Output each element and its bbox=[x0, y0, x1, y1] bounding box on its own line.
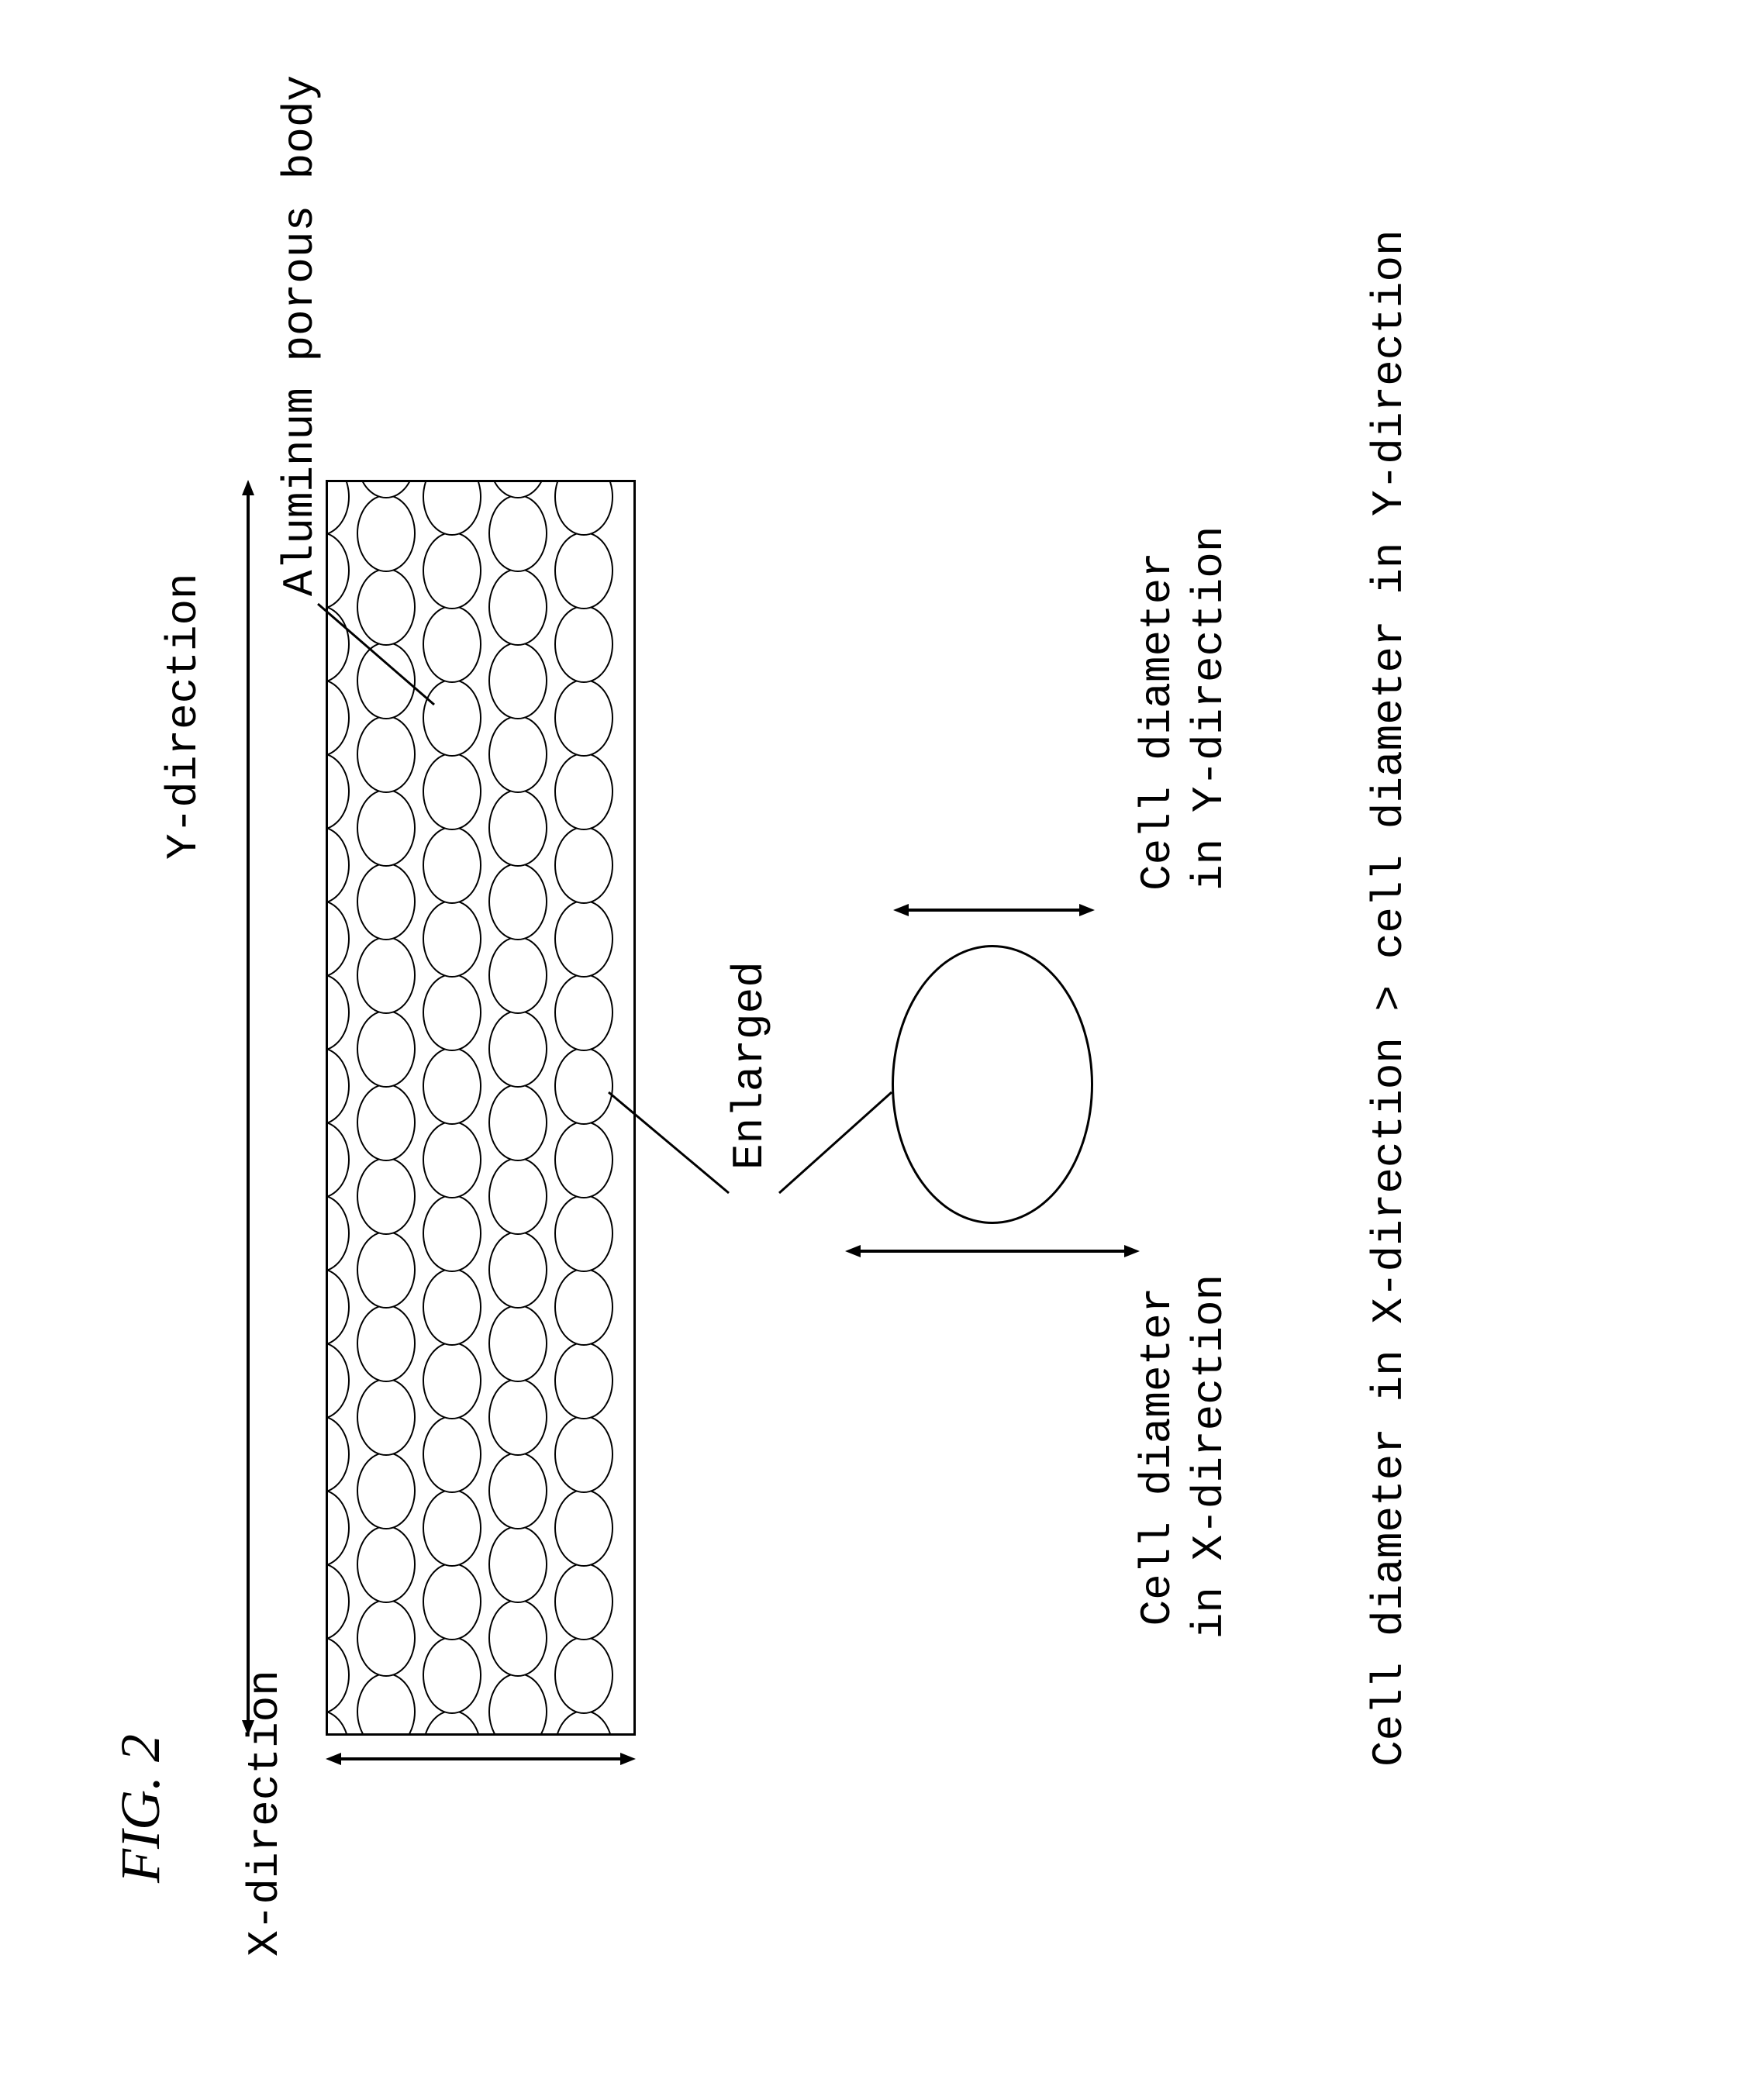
cell bbox=[488, 790, 547, 867]
cell bbox=[488, 1232, 547, 1309]
cell bbox=[326, 1489, 350, 1567]
cell bbox=[326, 1047, 350, 1125]
cell bbox=[357, 1674, 416, 1736]
cell bbox=[357, 1526, 416, 1604]
cell bbox=[326, 1121, 350, 1198]
cell bbox=[554, 1563, 613, 1640]
cell bbox=[326, 900, 350, 978]
cell bbox=[357, 1158, 416, 1236]
cell bbox=[554, 532, 613, 609]
cell bbox=[423, 1563, 481, 1640]
cell bbox=[326, 1563, 350, 1640]
cell-x-line1: Cell diameter bbox=[1133, 1288, 1182, 1626]
cell bbox=[357, 1011, 416, 1088]
cell bbox=[357, 480, 416, 499]
cell bbox=[488, 1084, 547, 1162]
cell bbox=[423, 1489, 481, 1567]
cell bbox=[488, 1379, 547, 1457]
cell bbox=[357, 1305, 416, 1383]
cell bbox=[423, 1636, 481, 1714]
cell bbox=[357, 1379, 416, 1457]
cell bbox=[554, 1416, 613, 1493]
cell-y-arrow bbox=[893, 887, 1140, 918]
cell bbox=[326, 826, 350, 904]
cell bbox=[554, 1047, 613, 1125]
cell bbox=[554, 605, 613, 683]
cell bbox=[326, 1268, 350, 1346]
cell bbox=[423, 1195, 481, 1272]
rotated-diagram: FIG. 2 X-direction Y-direction Aluminum … bbox=[0, 0, 1753, 2100]
cell bbox=[488, 937, 547, 1015]
cell bbox=[357, 1600, 416, 1678]
cell bbox=[554, 679, 613, 757]
cell bbox=[423, 1047, 481, 1125]
cell bbox=[357, 1232, 416, 1309]
cell bbox=[554, 900, 613, 978]
cell bbox=[488, 1305, 547, 1383]
cell bbox=[326, 1342, 350, 1419]
enlarged-callout bbox=[609, 1030, 903, 1224]
cell-y-line1: Cell diameter bbox=[1133, 552, 1182, 891]
cell bbox=[326, 1195, 350, 1272]
cell bbox=[488, 480, 547, 499]
cell bbox=[423, 1268, 481, 1346]
cell bbox=[357, 1453, 416, 1530]
cell bbox=[554, 1342, 613, 1419]
cell bbox=[488, 643, 547, 720]
cell bbox=[488, 1674, 547, 1736]
cell bbox=[488, 569, 547, 647]
cell bbox=[326, 753, 350, 830]
cell bbox=[488, 495, 547, 573]
cell bbox=[326, 974, 350, 1051]
y-direction-label: Y-direction bbox=[159, 573, 209, 860]
x-direction-arrow bbox=[326, 1736, 636, 1767]
cell-y-line2: in Y-direction bbox=[1185, 526, 1234, 891]
porous-callout-line bbox=[318, 503, 442, 705]
cell bbox=[357, 864, 416, 941]
cell bbox=[488, 1600, 547, 1678]
cell bbox=[554, 974, 613, 1051]
cell bbox=[357, 716, 416, 794]
cell bbox=[554, 480, 613, 536]
cell bbox=[357, 937, 416, 1015]
cell bbox=[554, 1636, 613, 1714]
relation-label: Cell diameter in X-direction > cell diam… bbox=[1365, 139, 1414, 1767]
cell bbox=[488, 716, 547, 794]
cell bbox=[554, 826, 613, 904]
cell-x-label: Cell diameter in X-direction bbox=[1132, 1263, 1236, 1650]
figure-container: FIG. 2 X-direction Y-direction Aluminum … bbox=[0, 0, 1753, 2100]
cell bbox=[423, 974, 481, 1051]
cell bbox=[554, 1195, 613, 1272]
cell bbox=[357, 1084, 416, 1162]
cell bbox=[326, 1416, 350, 1493]
figure-label: FIG. 2 bbox=[109, 1734, 173, 1883]
cell bbox=[488, 1011, 547, 1088]
cell-y-label: Cell diameter in Y-direction bbox=[1132, 503, 1236, 891]
cell bbox=[423, 900, 481, 978]
cell bbox=[488, 1526, 547, 1604]
cell bbox=[423, 826, 481, 904]
cell bbox=[423, 753, 481, 830]
cell bbox=[423, 1416, 481, 1493]
cell bbox=[326, 1710, 350, 1736]
cell bbox=[423, 1121, 481, 1198]
cell bbox=[326, 1636, 350, 1714]
cell bbox=[488, 864, 547, 941]
cell bbox=[357, 790, 416, 867]
cell bbox=[554, 1121, 613, 1198]
cell bbox=[554, 1489, 613, 1567]
cell bbox=[423, 1342, 481, 1419]
cell bbox=[554, 753, 613, 830]
enlarged-cell bbox=[892, 945, 1093, 1224]
cell bbox=[554, 1268, 613, 1346]
cell bbox=[488, 1158, 547, 1236]
y-direction-arrow bbox=[240, 480, 271, 1736]
cell-x-line2: in X-direction bbox=[1185, 1274, 1234, 1639]
cell bbox=[488, 1453, 547, 1530]
cell-x-arrow bbox=[845, 1228, 1140, 1259]
